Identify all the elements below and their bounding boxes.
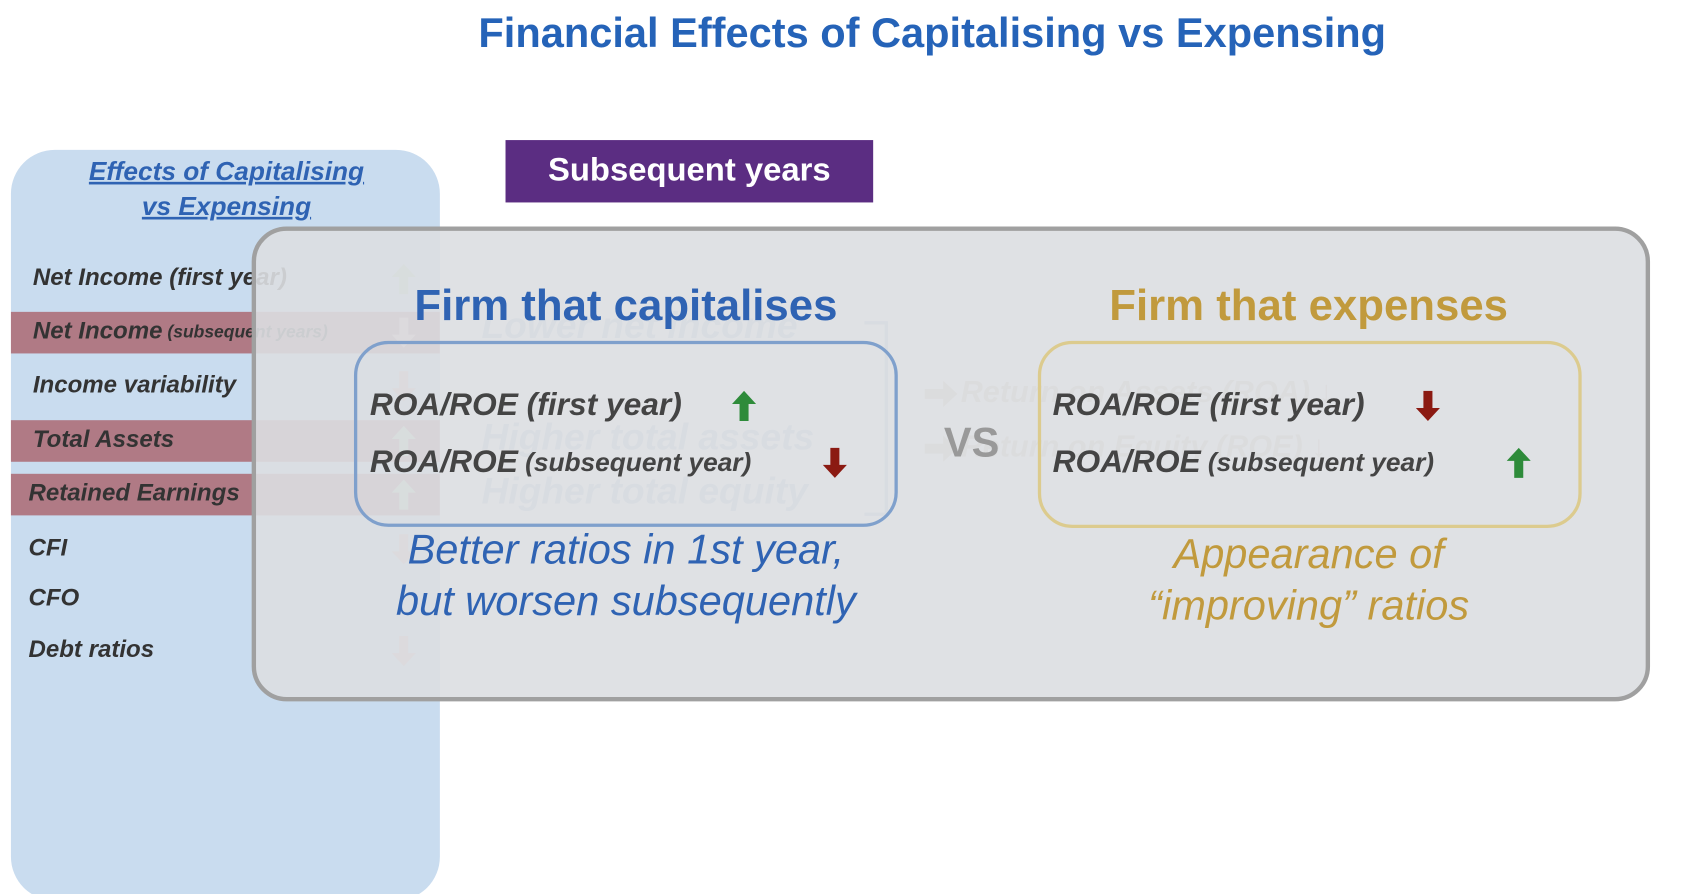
ratio-label: ROA/ROE <box>1053 443 1202 479</box>
item-label: CFI <box>28 535 68 562</box>
ratio-qualifier: (first year) <box>518 386 682 422</box>
sidebar-item: Debt ratios <box>28 636 154 663</box>
item-label: Debt ratios <box>28 636 154 663</box>
capitalise-box <box>353 340 898 527</box>
item-label: Income variability <box>33 372 238 399</box>
sidebar-item: Net Income (first year) <box>33 264 287 291</box>
firms: Firm that capitalises ROA/ROE (first year… <box>370 281 1531 628</box>
overlay-panel <box>251 226 1651 702</box>
ratio-qualifier: (first year) <box>1201 386 1365 422</box>
sidebar-item: Total Assets <box>33 426 174 453</box>
firm-summary: Better ratios in 1st year, <box>408 526 845 573</box>
ratio-qualifier: (subsequent year) <box>1201 447 1434 477</box>
firm-summary: Appearance of <box>1170 530 1448 577</box>
ratio-row: ROA/ROE (first year) <box>1053 386 1365 422</box>
item-label: Retained Earnings <box>28 480 239 507</box>
sidebar-item: Income variability <box>33 372 238 399</box>
firm-summary: “improving” ratios <box>1148 581 1469 628</box>
expense-box <box>1037 340 1582 528</box>
badge <box>505 140 874 203</box>
title: Financial Effects of Capitalising vs Exp… <box>478 9 1386 56</box>
sidebar-item: CFO <box>28 585 79 612</box>
ratio-qualifier: (subsequent year) <box>518 447 751 477</box>
vs-label: VS <box>944 418 999 465</box>
ratio-label: ROA/ROE <box>370 386 519 422</box>
ratio-label: ROA/ROE <box>370 443 519 479</box>
item-label: Total Assets <box>33 426 174 453</box>
sidebar-heading: vs Expensing <box>142 191 311 221</box>
badge-text: Subsequent years <box>548 150 831 187</box>
sidebar-item: Retained Earnings <box>28 480 239 507</box>
firm-summary: but worsen subsequently <box>396 577 858 624</box>
firm-heading: Firm that capitalises <box>414 281 837 330</box>
ratio-label: ROA/ROE <box>1053 386 1202 422</box>
item-label: Net Income <box>33 264 163 291</box>
ratio-row: ROA/ROE (subsequent year) <box>1053 443 1434 479</box>
sidebar-heading: Effects of Capitalising <box>89 156 364 186</box>
item-label: Net Income <box>33 318 163 345</box>
sidebar-item: CFI <box>28 535 68 562</box>
ratio-row: ROA/ROE (subsequent year) <box>370 443 751 479</box>
firm-heading: Firm that expenses <box>1109 281 1508 330</box>
item-label: CFO <box>28 585 79 612</box>
ratio-row: ROA/ROE (first year) <box>370 386 682 422</box>
